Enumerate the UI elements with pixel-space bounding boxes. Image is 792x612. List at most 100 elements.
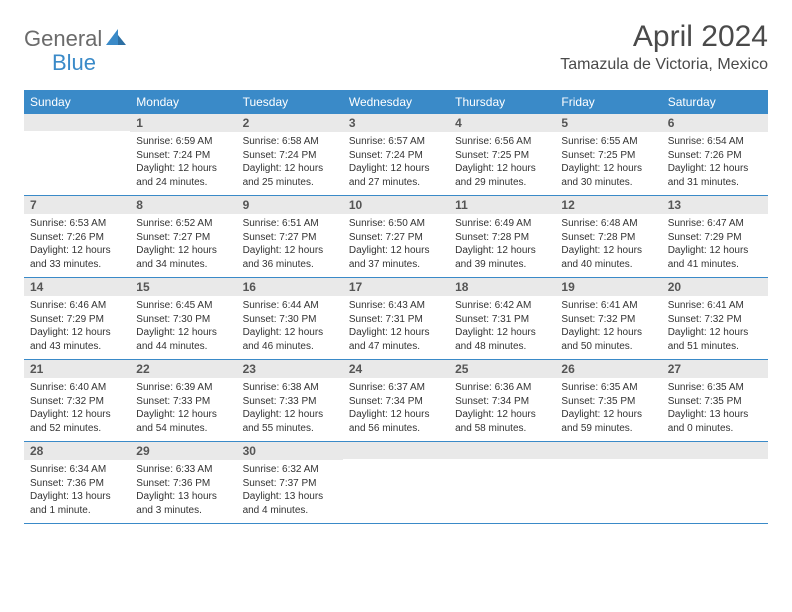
sunrise-text: Sunrise: 6:50 AM bbox=[349, 217, 443, 231]
day-number: 11 bbox=[449, 196, 555, 214]
sunrise-text: Sunrise: 6:53 AM bbox=[30, 217, 124, 231]
daylight-text: Daylight: 12 hours and 52 minutes. bbox=[30, 408, 124, 435]
sunset-text: Sunset: 7:35 PM bbox=[668, 395, 762, 409]
col-tuesday: Tuesday bbox=[237, 90, 343, 114]
calendar-week-row: 28Sunrise: 6:34 AMSunset: 7:36 PMDayligh… bbox=[24, 442, 768, 524]
calendar-cell: 27Sunrise: 6:35 AMSunset: 7:35 PMDayligh… bbox=[662, 360, 768, 442]
day-details: Sunrise: 6:34 AMSunset: 7:36 PMDaylight:… bbox=[24, 460, 130, 523]
sunrise-text: Sunrise: 6:55 AM bbox=[561, 135, 655, 149]
calendar-cell: 12Sunrise: 6:48 AMSunset: 7:28 PMDayligh… bbox=[555, 196, 661, 278]
calendar-cell: 2Sunrise: 6:58 AMSunset: 7:24 PMDaylight… bbox=[237, 114, 343, 196]
calendar-header-row: Sunday Monday Tuesday Wednesday Thursday… bbox=[24, 90, 768, 114]
day-details: Sunrise: 6:36 AMSunset: 7:34 PMDaylight:… bbox=[449, 378, 555, 441]
daylight-text: Daylight: 12 hours and 54 minutes. bbox=[136, 408, 230, 435]
calendar-cell: 17Sunrise: 6:43 AMSunset: 7:31 PMDayligh… bbox=[343, 278, 449, 360]
location: Tamazula de Victoria, Mexico bbox=[560, 56, 768, 74]
sunrise-text: Sunrise: 6:42 AM bbox=[455, 299, 549, 313]
sunset-text: Sunset: 7:30 PM bbox=[136, 313, 230, 327]
calendar-cell: 18Sunrise: 6:42 AMSunset: 7:31 PMDayligh… bbox=[449, 278, 555, 360]
day-details: Sunrise: 6:39 AMSunset: 7:33 PMDaylight:… bbox=[130, 378, 236, 441]
calendar-cell bbox=[555, 442, 661, 524]
sunset-text: Sunset: 7:25 PM bbox=[561, 149, 655, 163]
day-number: 22 bbox=[130, 360, 236, 378]
day-number: 15 bbox=[130, 278, 236, 296]
day-number: 27 bbox=[662, 360, 768, 378]
day-number: 5 bbox=[555, 114, 661, 132]
sunset-text: Sunset: 7:29 PM bbox=[30, 313, 124, 327]
sunrise-text: Sunrise: 6:32 AM bbox=[243, 463, 337, 477]
calendar-cell: 19Sunrise: 6:41 AMSunset: 7:32 PMDayligh… bbox=[555, 278, 661, 360]
day-details: Sunrise: 6:56 AMSunset: 7:25 PMDaylight:… bbox=[449, 132, 555, 195]
sunset-text: Sunset: 7:33 PM bbox=[136, 395, 230, 409]
calendar-week-row: 7Sunrise: 6:53 AMSunset: 7:26 PMDaylight… bbox=[24, 196, 768, 278]
calendar-cell: 29Sunrise: 6:33 AMSunset: 7:36 PMDayligh… bbox=[130, 442, 236, 524]
day-number bbox=[343, 442, 449, 459]
sunrise-text: Sunrise: 6:39 AM bbox=[136, 381, 230, 395]
sunset-text: Sunset: 7:24 PM bbox=[243, 149, 337, 163]
daylight-text: Daylight: 12 hours and 31 minutes. bbox=[668, 162, 762, 189]
daylight-text: Daylight: 12 hours and 43 minutes. bbox=[30, 326, 124, 353]
day-number: 19 bbox=[555, 278, 661, 296]
day-number: 3 bbox=[343, 114, 449, 132]
calendar-cell: 22Sunrise: 6:39 AMSunset: 7:33 PMDayligh… bbox=[130, 360, 236, 442]
daylight-text: Daylight: 12 hours and 56 minutes. bbox=[349, 408, 443, 435]
calendar-cell: 15Sunrise: 6:45 AMSunset: 7:30 PMDayligh… bbox=[130, 278, 236, 360]
sunset-text: Sunset: 7:31 PM bbox=[455, 313, 549, 327]
sunrise-text: Sunrise: 6:40 AM bbox=[30, 381, 124, 395]
sunrise-text: Sunrise: 6:56 AM bbox=[455, 135, 549, 149]
day-number: 23 bbox=[237, 360, 343, 378]
daylight-text: Daylight: 12 hours and 39 minutes. bbox=[455, 244, 549, 271]
day-details: Sunrise: 6:50 AMSunset: 7:27 PMDaylight:… bbox=[343, 214, 449, 277]
day-details: Sunrise: 6:43 AMSunset: 7:31 PMDaylight:… bbox=[343, 296, 449, 359]
sunset-text: Sunset: 7:34 PM bbox=[349, 395, 443, 409]
sunset-text: Sunset: 7:32 PM bbox=[561, 313, 655, 327]
daylight-text: Daylight: 12 hours and 46 minutes. bbox=[243, 326, 337, 353]
col-thursday: Thursday bbox=[449, 90, 555, 114]
calendar-cell bbox=[449, 442, 555, 524]
day-details: Sunrise: 6:52 AMSunset: 7:27 PMDaylight:… bbox=[130, 214, 236, 277]
daylight-text: Daylight: 12 hours and 25 minutes. bbox=[243, 162, 337, 189]
day-details: Sunrise: 6:54 AMSunset: 7:26 PMDaylight:… bbox=[662, 132, 768, 195]
day-number: 18 bbox=[449, 278, 555, 296]
daylight-text: Daylight: 12 hours and 55 minutes. bbox=[243, 408, 337, 435]
calendar-cell: 8Sunrise: 6:52 AMSunset: 7:27 PMDaylight… bbox=[130, 196, 236, 278]
day-details: Sunrise: 6:51 AMSunset: 7:27 PMDaylight:… bbox=[237, 214, 343, 277]
day-number: 29 bbox=[130, 442, 236, 460]
sunrise-text: Sunrise: 6:59 AM bbox=[136, 135, 230, 149]
daylight-text: Daylight: 13 hours and 4 minutes. bbox=[243, 490, 337, 517]
calendar-week-row: 1Sunrise: 6:59 AMSunset: 7:24 PMDaylight… bbox=[24, 114, 768, 196]
calendar-cell: 24Sunrise: 6:37 AMSunset: 7:34 PMDayligh… bbox=[343, 360, 449, 442]
daylight-text: Daylight: 12 hours and 58 minutes. bbox=[455, 408, 549, 435]
sunrise-text: Sunrise: 6:48 AM bbox=[561, 217, 655, 231]
calendar-cell: 21Sunrise: 6:40 AMSunset: 7:32 PMDayligh… bbox=[24, 360, 130, 442]
day-details: Sunrise: 6:48 AMSunset: 7:28 PMDaylight:… bbox=[555, 214, 661, 277]
sunrise-text: Sunrise: 6:33 AM bbox=[136, 463, 230, 477]
sunset-text: Sunset: 7:35 PM bbox=[561, 395, 655, 409]
day-details: Sunrise: 6:37 AMSunset: 7:34 PMDaylight:… bbox=[343, 378, 449, 441]
daylight-text: Daylight: 12 hours and 37 minutes. bbox=[349, 244, 443, 271]
day-details: Sunrise: 6:41 AMSunset: 7:32 PMDaylight:… bbox=[662, 296, 768, 359]
day-number bbox=[24, 114, 130, 131]
calendar-body: 1Sunrise: 6:59 AMSunset: 7:24 PMDaylight… bbox=[24, 114, 768, 524]
calendar-cell: 1Sunrise: 6:59 AMSunset: 7:24 PMDaylight… bbox=[130, 114, 236, 196]
sunset-text: Sunset: 7:27 PM bbox=[243, 231, 337, 245]
day-details: Sunrise: 6:53 AMSunset: 7:26 PMDaylight:… bbox=[24, 214, 130, 277]
day-details: Sunrise: 6:42 AMSunset: 7:31 PMDaylight:… bbox=[449, 296, 555, 359]
sunset-text: Sunset: 7:26 PM bbox=[30, 231, 124, 245]
sunset-text: Sunset: 7:31 PM bbox=[349, 313, 443, 327]
calendar-cell: 25Sunrise: 6:36 AMSunset: 7:34 PMDayligh… bbox=[449, 360, 555, 442]
calendar-cell bbox=[24, 114, 130, 196]
sunset-text: Sunset: 7:28 PM bbox=[455, 231, 549, 245]
day-number: 6 bbox=[662, 114, 768, 132]
sunrise-text: Sunrise: 6:51 AM bbox=[243, 217, 337, 231]
sunset-text: Sunset: 7:24 PM bbox=[349, 149, 443, 163]
daylight-text: Daylight: 12 hours and 36 minutes. bbox=[243, 244, 337, 271]
day-number: 24 bbox=[343, 360, 449, 378]
day-details: Sunrise: 6:47 AMSunset: 7:29 PMDaylight:… bbox=[662, 214, 768, 277]
day-details bbox=[24, 131, 130, 179]
day-details: Sunrise: 6:57 AMSunset: 7:24 PMDaylight:… bbox=[343, 132, 449, 195]
sunset-text: Sunset: 7:33 PM bbox=[243, 395, 337, 409]
calendar-cell: 16Sunrise: 6:44 AMSunset: 7:30 PMDayligh… bbox=[237, 278, 343, 360]
sunset-text: Sunset: 7:25 PM bbox=[455, 149, 549, 163]
calendar-cell: 4Sunrise: 6:56 AMSunset: 7:25 PMDaylight… bbox=[449, 114, 555, 196]
